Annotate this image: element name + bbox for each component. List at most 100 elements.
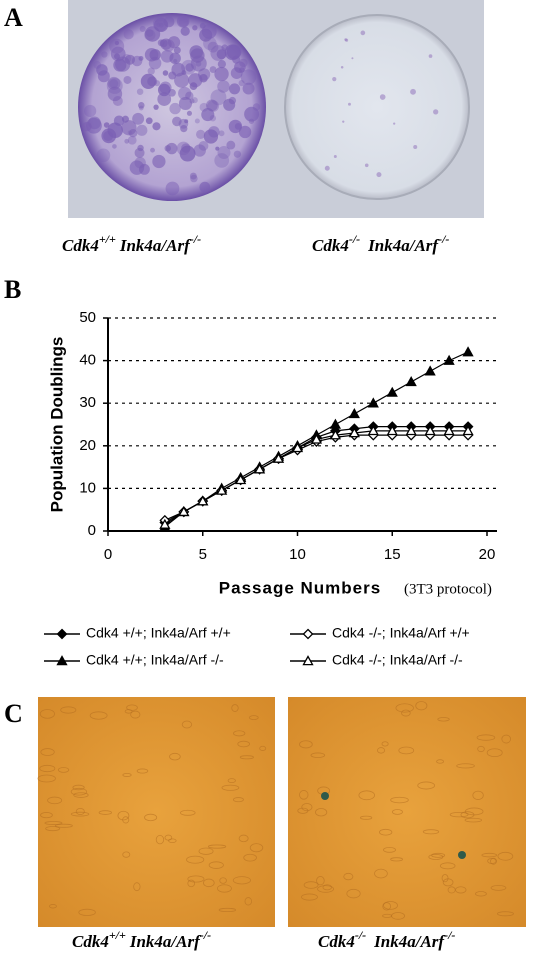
colony bbox=[163, 16, 175, 28]
colony bbox=[101, 128, 117, 144]
colony bbox=[234, 61, 246, 73]
colony bbox=[123, 75, 132, 84]
cell bbox=[207, 844, 227, 849]
legend-label: Cdk4 +/+; Ink4a/Arf -/- bbox=[86, 652, 224, 668]
colony bbox=[379, 94, 386, 100]
colony bbox=[210, 45, 227, 61]
cell bbox=[239, 755, 254, 760]
colony bbox=[188, 73, 203, 88]
colony bbox=[96, 148, 111, 163]
colony bbox=[124, 138, 130, 144]
cell bbox=[98, 810, 112, 815]
micrograph bbox=[38, 697, 275, 927]
cell bbox=[136, 768, 149, 774]
cell bbox=[442, 878, 454, 887]
panel-letter: A bbox=[4, 3, 23, 32]
colony bbox=[340, 66, 344, 69]
colony bbox=[153, 104, 159, 110]
cell bbox=[359, 815, 373, 820]
cell bbox=[40, 812, 53, 819]
panel-letter: C bbox=[4, 699, 23, 728]
colony bbox=[129, 160, 145, 175]
colony bbox=[344, 38, 348, 41]
colony bbox=[173, 46, 181, 54]
cell bbox=[39, 764, 56, 773]
cell bbox=[75, 807, 85, 815]
cell bbox=[395, 703, 414, 713]
colony bbox=[145, 117, 153, 125]
cell bbox=[428, 854, 444, 860]
colony bbox=[148, 56, 162, 70]
colony bbox=[152, 16, 168, 32]
cell bbox=[44, 821, 63, 825]
colony bbox=[201, 108, 215, 122]
cell bbox=[40, 748, 55, 756]
cell bbox=[315, 808, 328, 817]
legend-marker bbox=[56, 655, 68, 666]
colony bbox=[113, 58, 127, 72]
cell bbox=[390, 857, 403, 862]
cell bbox=[169, 752, 181, 761]
colony bbox=[93, 61, 102, 69]
legend-marker bbox=[302, 655, 314, 666]
cell bbox=[486, 748, 503, 758]
colony bbox=[136, 88, 144, 95]
marker bbox=[178, 505, 190, 517]
colony bbox=[214, 66, 229, 82]
colony bbox=[128, 129, 138, 138]
cell bbox=[374, 868, 388, 879]
y-tick-label: 30 bbox=[79, 394, 96, 411]
cell bbox=[343, 872, 354, 881]
y-tick-label: 0 bbox=[88, 522, 96, 539]
x-tick-label: 20 bbox=[479, 546, 496, 563]
colony bbox=[166, 142, 178, 155]
colony bbox=[112, 144, 117, 149]
colony bbox=[186, 110, 193, 116]
colony bbox=[144, 29, 156, 41]
cell bbox=[218, 907, 237, 913]
colony bbox=[147, 67, 155, 75]
cell bbox=[155, 834, 165, 845]
colony bbox=[113, 115, 125, 126]
cell bbox=[237, 740, 250, 748]
colony bbox=[189, 45, 204, 59]
marker bbox=[443, 354, 455, 365]
colony bbox=[348, 102, 351, 106]
legend-label: Cdk4 -/-; Ink4a/Arf +/+ bbox=[332, 625, 470, 641]
cell bbox=[219, 877, 227, 884]
cell bbox=[54, 823, 73, 828]
colony bbox=[232, 55, 241, 64]
colony bbox=[190, 55, 207, 72]
cell bbox=[476, 734, 496, 741]
colony bbox=[324, 165, 330, 171]
colony bbox=[150, 147, 155, 153]
colony bbox=[393, 122, 396, 125]
genotype-label: Cdk4-/- Ink4a/Arf-/- bbox=[312, 232, 449, 255]
colony bbox=[191, 97, 198, 104]
x-tick-label: 5 bbox=[199, 546, 207, 563]
colony bbox=[137, 144, 144, 152]
cell bbox=[231, 704, 239, 712]
colony bbox=[107, 86, 123, 102]
x-tick-label: 0 bbox=[104, 546, 112, 563]
marker bbox=[159, 518, 171, 529]
cell bbox=[481, 852, 498, 858]
dish bbox=[284, 14, 470, 200]
cell bbox=[439, 862, 456, 870]
colony bbox=[101, 51, 108, 58]
colony bbox=[217, 146, 231, 160]
cell bbox=[382, 913, 393, 918]
legend-label: Cdk4 +/+; Ink4a/Arf +/+ bbox=[86, 625, 231, 641]
stained-cell bbox=[321, 792, 329, 800]
colony bbox=[228, 96, 237, 105]
cell bbox=[117, 810, 130, 821]
chart: 0 10 20 30 40 50 0 5 10 15 20 Population Doublings P… bbox=[44, 309, 497, 668]
y-tick-label: 40 bbox=[79, 352, 96, 369]
colony bbox=[210, 89, 227, 106]
marker bbox=[253, 463, 266, 474]
cell bbox=[259, 745, 267, 751]
colony bbox=[84, 104, 97, 118]
colony bbox=[181, 143, 191, 153]
cell bbox=[436, 759, 444, 764]
